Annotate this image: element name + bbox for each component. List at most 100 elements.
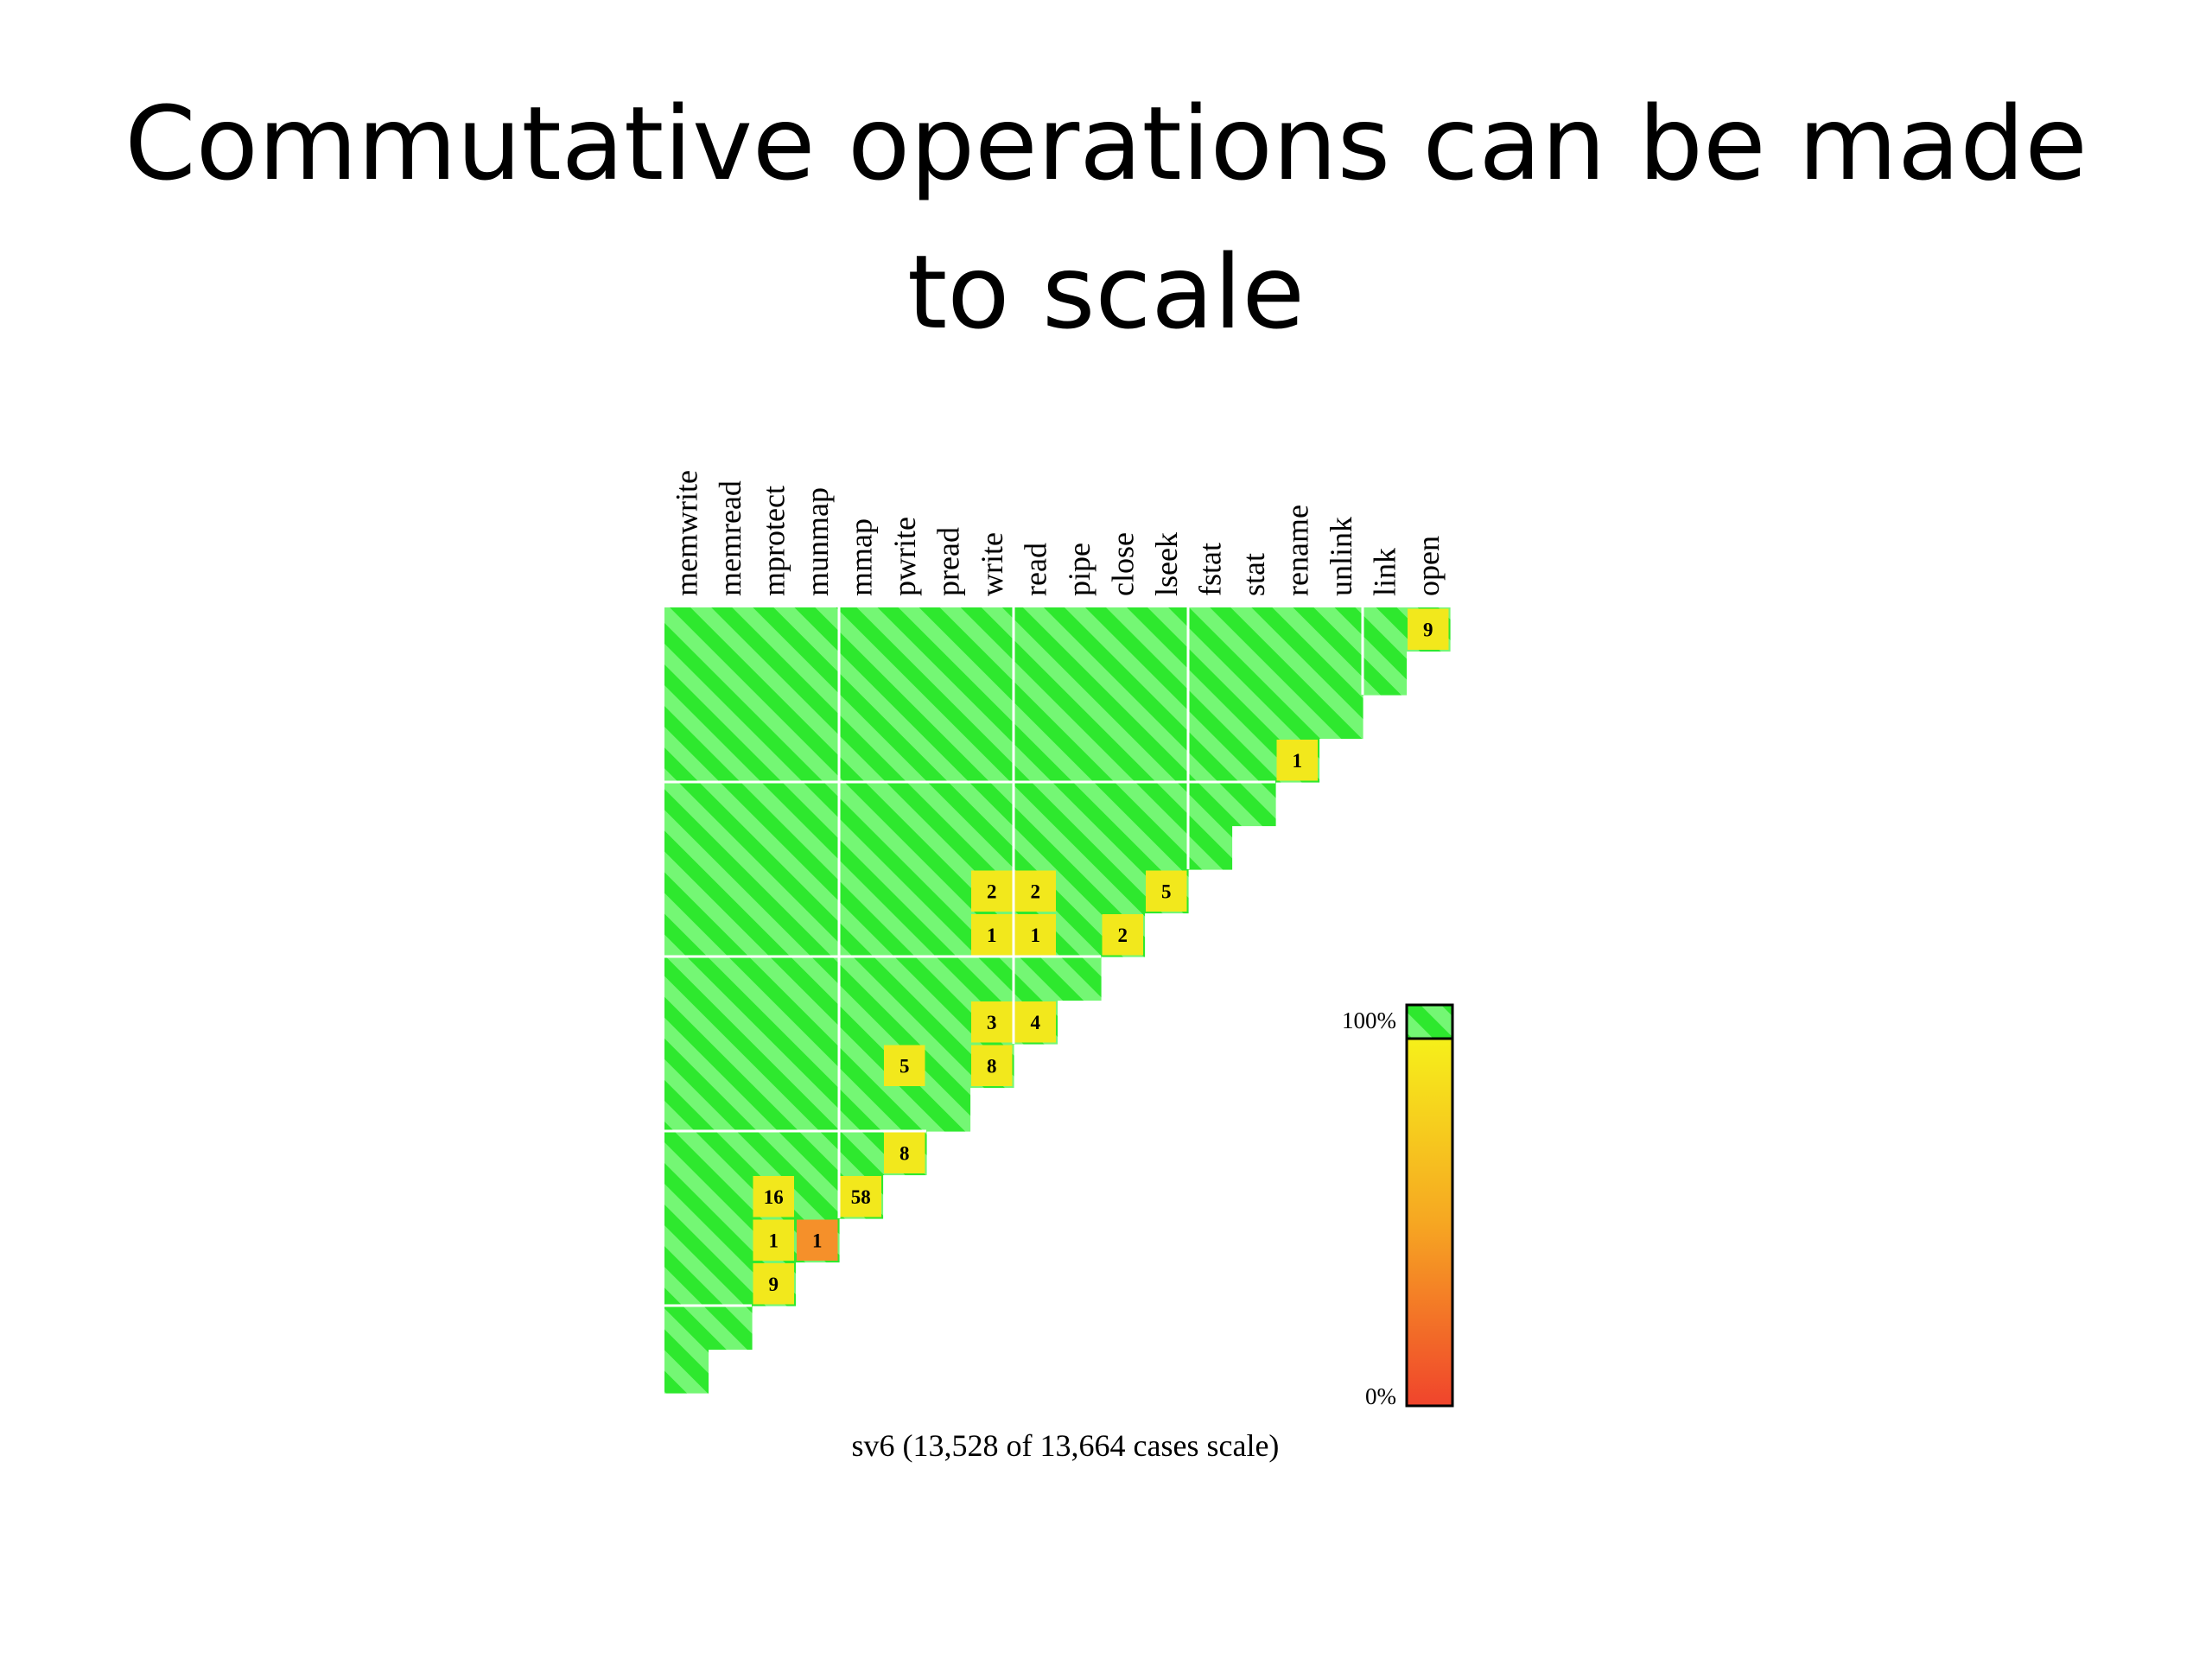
heatmap-row-close (664, 912, 1146, 957)
cell-open-read (1014, 607, 1058, 652)
nonscaling-cell-fill (753, 1263, 794, 1305)
cell-pipe-mmap (839, 957, 884, 1001)
column-label-pipe: pipe (1062, 543, 1096, 596)
cell-rename-pread (926, 738, 971, 783)
cell-rename-mprotect (752, 738, 797, 783)
cell-pread-memread (708, 1087, 753, 1132)
cell-rename-close (1101, 738, 1146, 783)
column-label-fstat: fstat (1192, 543, 1227, 596)
cell-count-label: 5 (899, 1055, 910, 1077)
cell-write-memwrite (664, 1044, 709, 1089)
cell-read-mprotect (752, 1000, 797, 1045)
cell-pipe-memwrite (664, 957, 709, 1001)
column-label-rename: rename (1280, 505, 1314, 596)
column-label-lseek: lseek (1149, 532, 1184, 596)
nonscaling-cell-mprotect-mprotect: 9 (753, 1263, 794, 1305)
cell-link-close (1101, 651, 1146, 696)
cell-close-pread (926, 912, 971, 957)
cell-open-close (1101, 607, 1146, 652)
cell-open-write (969, 607, 1014, 652)
cell-write-pread (926, 1044, 971, 1089)
cell-unlink-fstat (1188, 695, 1233, 740)
cell-read-memread (708, 1000, 753, 1045)
cell-mmap-memread (708, 1174, 753, 1219)
cell-unlink-close (1101, 695, 1146, 740)
cell-lseek-mmap (839, 869, 884, 914)
cell-pipe-read (1014, 957, 1058, 1001)
cell-read-memwrite (664, 1000, 709, 1045)
cell-stat-munmap (795, 782, 840, 827)
color-scale-top-swatch (1407, 1005, 1452, 1039)
nonscaling-cell-fill (1102, 914, 1143, 956)
grid-dividers (664, 607, 1364, 1307)
cell-close-pipe (1057, 912, 1102, 957)
cell-open-link (1363, 607, 1408, 652)
cell-pipe-memread (708, 957, 753, 1001)
nonscaling-cell-fill (1014, 870, 1056, 912)
nonscaling-cell-fill (753, 1219, 794, 1261)
cell-count-label: 2 (1118, 925, 1128, 946)
cell-munmap-memwrite (664, 1218, 709, 1263)
cell-pread-memwrite (664, 1087, 709, 1132)
cell-link-memread (708, 651, 753, 696)
cell-read-munmap (795, 1000, 840, 1045)
cell-lseek-memwrite (664, 869, 709, 914)
cell-stat-read (1014, 782, 1058, 827)
cell-pipe-munmap (795, 957, 840, 1001)
cell-mprotect-memwrite (664, 1262, 709, 1306)
cell-link-unlink (1319, 651, 1363, 696)
cell-rename-fstat (1188, 738, 1233, 783)
nonscaling-cell-lseek-write: 2 (971, 870, 1013, 912)
cell-link-read (1014, 651, 1058, 696)
cell-link-pipe (1057, 651, 1102, 696)
cell-close-memwrite (664, 912, 709, 957)
cell-rename-stat (1231, 738, 1276, 783)
cell-count-label: 1 (987, 925, 997, 946)
cell-open-mprotect (752, 607, 797, 652)
cell-fstat-mmap (839, 825, 884, 870)
cell-fstat-close (1101, 825, 1146, 870)
heatmap-row-lseek (664, 869, 1189, 914)
cell-open-memwrite (664, 607, 709, 652)
cell-lseek-mprotect (752, 869, 797, 914)
cell-count-label: 3 (987, 1012, 997, 1033)
cell-unlink-read (1014, 695, 1058, 740)
column-label-read: read (1018, 543, 1052, 596)
cell-fstat-memwrite (664, 825, 709, 870)
nonscaling-cell-close-read: 1 (1014, 914, 1056, 956)
cell-pipe-pipe (1057, 957, 1102, 1001)
cell-link-link (1363, 651, 1408, 696)
cell-unlink-pwrite (882, 695, 927, 740)
cell-open-memread (708, 607, 753, 652)
nonscaling-cell-close-close: 2 (1102, 914, 1143, 956)
nonscaling-cell-mmap-mmap: 58 (840, 1176, 881, 1217)
cell-link-fstat (1188, 651, 1233, 696)
cell-count-label: 8 (987, 1055, 997, 1077)
cell-count-label: 2 (1031, 880, 1041, 902)
cell-stat-pipe (1057, 782, 1102, 827)
cell-stat-mprotect (752, 782, 797, 827)
cell-fstat-lseek (1144, 825, 1189, 870)
cell-pipe-pwrite (882, 957, 927, 1001)
cell-count-label: 5 (1161, 880, 1172, 902)
nonscaling-cell-fill (840, 1176, 881, 1217)
cell-count-label: 1 (769, 1230, 779, 1251)
heatmap-row-unlink (664, 695, 1363, 740)
cell-link-mprotect (752, 651, 797, 696)
cell-count-label: 8 (899, 1142, 910, 1164)
heatmap-row-pread (664, 1087, 971, 1132)
cell-count-label: 1 (1293, 750, 1303, 772)
cell-write-mmap (839, 1044, 884, 1089)
cell-rename-write (969, 738, 1014, 783)
cell-rename-pipe (1057, 738, 1102, 783)
cell-mmap-munmap (795, 1174, 840, 1219)
cell-unlink-rename (1275, 695, 1320, 740)
cell-unlink-mmap (839, 695, 884, 740)
title-line-1: Commutative operations can be made (124, 84, 2088, 203)
cell-rename-lseek (1144, 738, 1189, 783)
cell-rename-memwrite (664, 738, 709, 783)
cell-open-lseek (1144, 607, 1189, 652)
cell-stat-memwrite (664, 782, 709, 827)
cell-unlink-munmap (795, 695, 840, 740)
